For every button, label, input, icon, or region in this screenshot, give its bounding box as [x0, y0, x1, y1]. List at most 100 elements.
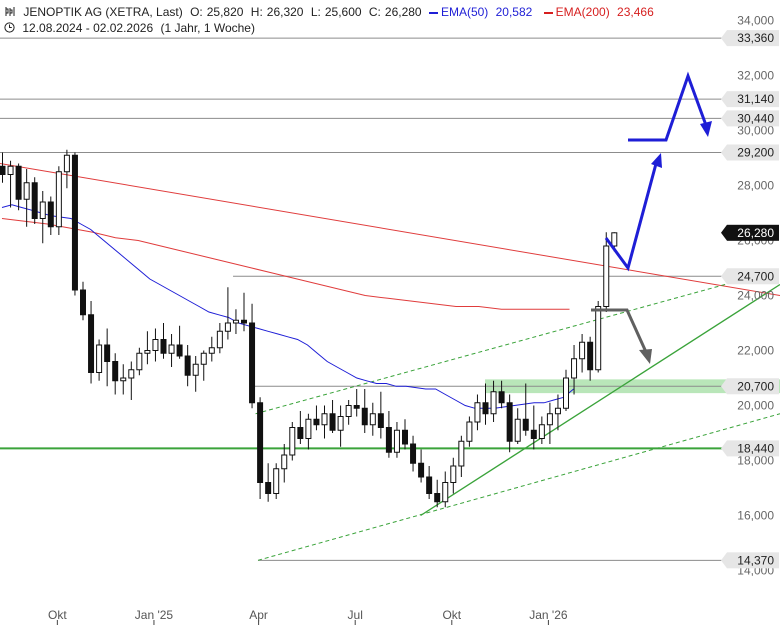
level-label-box: [727, 268, 779, 285]
level-label-pointer: [721, 552, 727, 569]
candle-body: [313, 418, 320, 426]
level-label-box: [727, 378, 779, 395]
candle-body: [63, 154, 70, 173]
candle-body: [47, 201, 54, 228]
candle-body: [184, 355, 191, 376]
y-tick-label: 24,000: [737, 289, 774, 303]
candle-body: [128, 369, 135, 379]
level-label-box: [727, 552, 779, 569]
candle-body: [55, 171, 62, 228]
candle-body: [611, 232, 618, 247]
x-tick-label: Okt: [48, 608, 67, 622]
candle-body: [353, 405, 360, 409]
level-label: 30,440: [737, 111, 774, 125]
candle-body: [96, 344, 103, 373]
candle-body: [385, 427, 392, 453]
candle-body: [402, 429, 408, 445]
y-tick-label: 30,000: [737, 124, 774, 138]
ema50-line: [1, 204, 574, 409]
candle-body: [361, 407, 368, 426]
candle-body: [538, 424, 545, 439]
candle-body: [241, 319, 247, 324]
candle-body: [563, 377, 569, 409]
candle-body: [546, 413, 553, 426]
candle-body: [554, 407, 561, 415]
candles-group: [0, 149, 618, 508]
last-price-label: 26,280: [737, 226, 774, 240]
candle-body: [0, 165, 6, 175]
candle-body: [426, 476, 433, 494]
candle-body: [595, 306, 602, 371]
x-tick-label: Okt: [442, 608, 461, 622]
candle-body: [160, 339, 167, 354]
y-tick-label: 28,000: [737, 179, 774, 193]
level-label-pointer: [721, 110, 727, 127]
candle-body: [418, 462, 425, 478]
candle-body: [305, 418, 312, 439]
candle-body: [31, 182, 38, 219]
clock-icon: [4, 21, 18, 35]
level-label-box: [727, 30, 779, 47]
candle-body: [289, 427, 296, 456]
candle-body: [506, 402, 513, 442]
forecast-arrow-gray: [591, 308, 648, 353]
candle-body: [216, 330, 223, 349]
candle-body: [192, 363, 199, 376]
candle-body: [15, 165, 22, 200]
ema200-label: EMA(200): [555, 5, 610, 19]
y-tick-label: 20,000: [737, 399, 774, 413]
level-label: 14,370: [737, 553, 774, 567]
chart-title: JENOPTIK AG (XETRA, Last): [23, 5, 183, 19]
candle-body: [257, 402, 264, 483]
level-label: 29,200: [737, 146, 774, 160]
period: (1 Jahr, 1 Woche): [160, 21, 255, 35]
x-tick-label: Apr: [249, 608, 268, 622]
candle-body: [377, 413, 384, 428]
date-range: 12.08.2024 - 02.02.2026: [22, 21, 154, 35]
y-tick-label: 34,000: [737, 14, 774, 28]
candle-body: [208, 347, 215, 354]
level-label: 31,140: [737, 92, 774, 106]
ema50-legend: EMA(50) 20,582: [428, 5, 536, 19]
candle-body: [442, 482, 449, 503]
level-label-box: [727, 91, 779, 108]
level-label-box: [727, 144, 779, 161]
uptrend-line: [420, 283, 780, 517]
candle-body: [321, 413, 328, 426]
candle-body: [329, 413, 336, 431]
candle-body: [23, 182, 30, 200]
chart-header-line-1: JENOPTIK AG (XETRA, Last) O: 25,820 H: 26,…: [4, 5, 662, 19]
ema200-line: [1, 218, 570, 310]
candle-body: [571, 358, 578, 379]
candle-body: [273, 468, 280, 494]
ema50-value: 20,582: [495, 5, 533, 19]
candle-body: [434, 493, 441, 503]
candle-body: [120, 377, 127, 382]
level-label-pointer: [721, 91, 727, 108]
candle-body: [337, 416, 344, 431]
level-label: 24,700: [737, 269, 774, 283]
candle-body: [224, 322, 231, 332]
x-tick-label: Jan '26: [529, 608, 568, 622]
x-tick-label: Jul: [348, 608, 363, 622]
ohlc-close-label: C:: [368, 5, 381, 19]
level-label-pointer: [721, 378, 727, 395]
candle-body: [410, 443, 417, 464]
level-label-box: [727, 440, 779, 457]
candle-body: [176, 344, 183, 357]
candle-body: [232, 319, 239, 324]
candlestick-icon: [4, 5, 19, 19]
chart-header-line-2: 12.08.2024 - 02.02.2026 (1 Jahr, 1 Woche…: [4, 21, 259, 35]
candle-body: [200, 352, 207, 365]
channel-lower-dashed: [257, 413, 780, 561]
ema50-label: EMA(50): [440, 5, 489, 19]
candle-body: [587, 341, 594, 371]
level-label: 18,440: [737, 441, 774, 455]
candle-body: [136, 352, 143, 371]
candle-body: [466, 421, 473, 442]
candle-body: [458, 440, 465, 467]
candle-body: [281, 454, 288, 470]
candle-body: [450, 465, 457, 483]
candle-body: [152, 339, 159, 351]
